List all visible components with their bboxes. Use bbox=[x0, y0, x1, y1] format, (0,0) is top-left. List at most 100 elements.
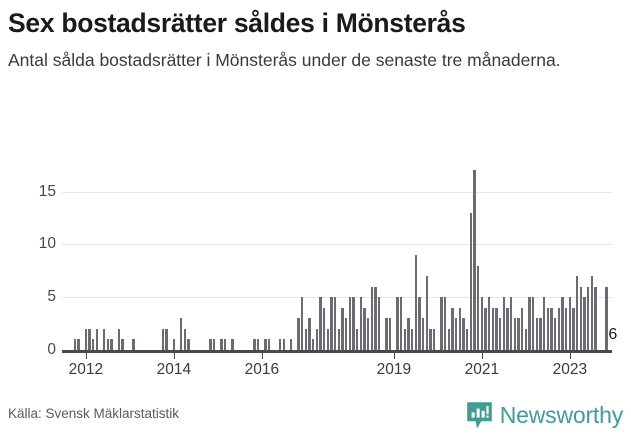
bar bbox=[400, 297, 403, 350]
bar bbox=[220, 339, 223, 350]
bar bbox=[348, 297, 351, 350]
bar bbox=[231, 339, 234, 350]
bar bbox=[95, 328, 98, 350]
bar bbox=[568, 297, 571, 350]
page-subtitle: Antal sålda bostadsrätter i Mönsterås un… bbox=[8, 50, 561, 71]
bar bbox=[521, 307, 524, 350]
bar bbox=[466, 328, 469, 350]
bar bbox=[213, 339, 216, 350]
x-tick-mark bbox=[173, 352, 176, 359]
bar bbox=[268, 339, 271, 350]
bar bbox=[407, 318, 410, 350]
bar bbox=[495, 307, 498, 350]
bar bbox=[451, 307, 454, 350]
bar bbox=[513, 318, 516, 350]
bar bbox=[411, 328, 414, 350]
bar bbox=[440, 297, 443, 350]
bar bbox=[183, 328, 186, 350]
bar bbox=[535, 318, 538, 350]
page-title: Sex bostadsrätter såldes i Mönsterås bbox=[8, 8, 466, 38]
bar bbox=[557, 307, 560, 350]
bar bbox=[378, 297, 381, 350]
bar bbox=[172, 339, 175, 350]
bar bbox=[92, 339, 95, 350]
bar bbox=[524, 328, 527, 350]
bar bbox=[554, 318, 557, 350]
y-tick-label: 15 bbox=[38, 182, 56, 200]
bar bbox=[341, 307, 344, 350]
bar bbox=[422, 318, 425, 350]
bar bbox=[510, 297, 513, 350]
bar bbox=[301, 297, 304, 350]
bar bbox=[539, 318, 542, 350]
bar bbox=[480, 297, 483, 350]
bar-value-label: 6 bbox=[608, 326, 618, 343]
bar bbox=[356, 328, 359, 350]
gridline bbox=[62, 244, 612, 246]
bar bbox=[253, 339, 256, 350]
bar bbox=[73, 339, 76, 350]
bar bbox=[165, 328, 168, 350]
bar bbox=[334, 297, 337, 350]
bar bbox=[110, 339, 113, 350]
bar bbox=[282, 339, 285, 350]
y-axis-ticks: 0 5 10 15 bbox=[0, 162, 56, 358]
bar bbox=[264, 339, 267, 350]
x-tick-label: 2014 bbox=[156, 361, 192, 378]
bar bbox=[117, 328, 120, 350]
bar bbox=[403, 328, 406, 350]
bar bbox=[385, 318, 388, 350]
x-tick-label: 2021 bbox=[464, 361, 500, 378]
x-tick-mark bbox=[261, 352, 264, 359]
bar bbox=[418, 297, 421, 350]
bar bbox=[279, 339, 282, 350]
bar bbox=[308, 318, 311, 350]
bar bbox=[477, 265, 480, 350]
x-tick-mark bbox=[393, 352, 396, 359]
bar bbox=[447, 328, 450, 350]
bar bbox=[352, 297, 355, 350]
bar bbox=[502, 297, 505, 350]
bar bbox=[315, 328, 318, 350]
x-axis-ticks: 2012 2014 2016 2019 2021 2023 bbox=[62, 352, 612, 385]
bar bbox=[565, 307, 568, 350]
x-tick-label: 2019 bbox=[376, 361, 412, 378]
x-tick-label: 2023 bbox=[552, 361, 588, 378]
bar bbox=[517, 318, 520, 350]
bar bbox=[605, 286, 608, 350]
bar bbox=[180, 318, 183, 350]
bar bbox=[103, 328, 106, 350]
bar bbox=[576, 276, 579, 350]
bar bbox=[209, 339, 212, 350]
bar bbox=[359, 297, 362, 350]
bar bbox=[455, 318, 458, 350]
y-tick-label: 0 bbox=[47, 341, 56, 358]
bar bbox=[319, 297, 322, 350]
bar bbox=[312, 339, 315, 350]
x-axis-line bbox=[62, 350, 612, 353]
bar-series: 6 bbox=[62, 162, 617, 350]
bar bbox=[323, 307, 326, 350]
bar bbox=[429, 328, 432, 350]
bar bbox=[363, 307, 366, 350]
bar bbox=[106, 339, 109, 350]
bar bbox=[458, 307, 461, 350]
chart-footer: Källa: Svensk Mäklarstatistik Newsworthy bbox=[0, 395, 631, 439]
bar bbox=[224, 339, 227, 350]
bar bbox=[444, 297, 447, 350]
newsworthy-logo[interactable]: Newsworthy bbox=[466, 401, 623, 430]
bar bbox=[374, 286, 377, 350]
bar bbox=[528, 297, 531, 350]
bar bbox=[583, 297, 586, 350]
bar bbox=[396, 297, 399, 350]
gridline bbox=[62, 191, 612, 193]
bar bbox=[77, 339, 80, 350]
x-tick-mark bbox=[481, 352, 484, 359]
bar bbox=[337, 328, 340, 350]
bar bbox=[587, 286, 590, 350]
bar bbox=[433, 328, 436, 350]
bar bbox=[473, 170, 476, 350]
gridline bbox=[62, 297, 612, 299]
x-tick-label: 2016 bbox=[244, 361, 280, 378]
